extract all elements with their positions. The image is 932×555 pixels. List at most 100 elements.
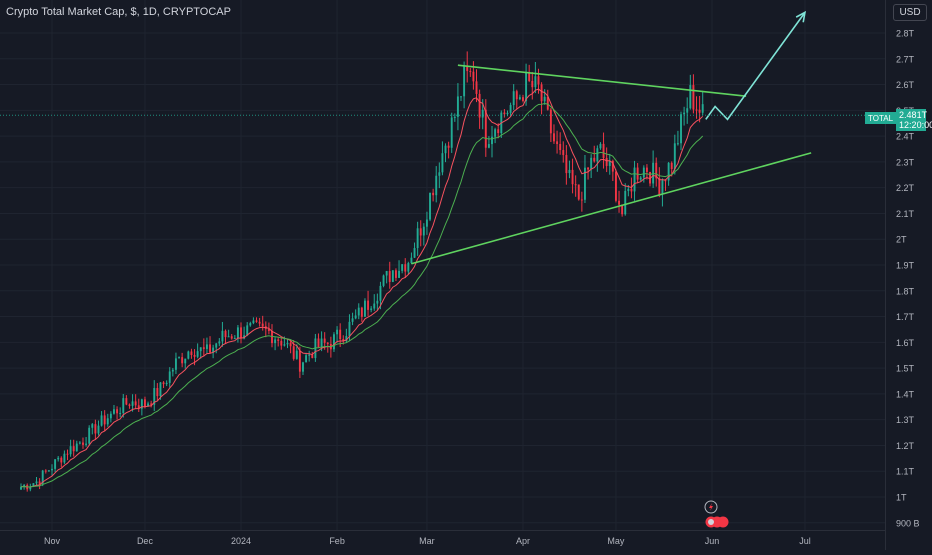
candle-body [109,413,112,419]
candle-body [345,336,348,342]
price-symbol: TOTAL [865,112,897,125]
candle-body [401,264,404,271]
candle-body [119,412,122,414]
y-tick-label: 2.7T [896,54,915,64]
candle-body [435,175,438,196]
candle-body [85,443,88,445]
candle-body [642,167,645,178]
candle-body [280,340,283,346]
candle-body [82,442,84,445]
candle-body [357,307,360,316]
x-tick-label: 2024 [231,536,251,546]
ema-slow-line [20,102,704,488]
candle-body [580,199,583,201]
y-tick-label: 2.6T [896,80,915,90]
candle-body [283,344,286,346]
candle-body [97,425,100,434]
candle-body [286,343,289,345]
candle-body [398,270,401,278]
candle-body [178,357,181,359]
y-tick-label: 1.9T [896,261,915,271]
candle-body [255,320,258,322]
candle-body [354,315,357,319]
candle-body [305,355,308,363]
candle-body [230,336,233,339]
candle-body [162,382,165,385]
candle-body [491,136,493,145]
candle-body [277,339,280,341]
candle-body [608,160,611,166]
candle-body [410,257,413,264]
candle-body [156,388,159,397]
earnings-event-icons[interactable] [703,515,733,529]
candle-body [233,338,236,340]
candle-body [351,318,354,322]
candle-body [32,483,35,487]
candle-body [481,109,484,118]
candle-body [621,204,624,215]
candle-body [106,418,109,425]
candle-body [522,97,524,102]
candle-body [236,327,239,339]
candle-body [466,66,469,72]
axes-layer: 2.8T2.7T2.6T2.5T2.4T2.3T2.2T2.1T2T1.9T1.… [0,0,920,550]
candle-body [153,388,156,405]
candle-body [655,162,658,179]
price-countdown: 12:20:00 [899,120,932,131]
candle-body [91,424,94,428]
candle-body [670,162,673,170]
candle-body [100,415,103,426]
candle-body [503,112,506,115]
candle-body [38,481,41,484]
candle-body [75,443,78,452]
candle-body [394,270,397,278]
candle-body [116,409,119,414]
candle-body [221,330,224,342]
candle-body [472,71,475,82]
grid-layer [0,0,885,530]
candle-body [295,350,298,359]
currency-button[interactable]: USD [893,4,927,21]
candle-body [534,76,537,88]
trendline-layer [0,10,885,265]
x-tick-label: Dec [137,536,154,546]
y-tick-label: 2.2T [896,183,915,193]
candle-body [444,145,447,154]
candle-body [698,109,701,113]
lightning-event-icon[interactable] [704,500,718,514]
candle-body [627,188,630,191]
candle-body [252,320,255,324]
candle-body [72,446,75,452]
candle-body [506,112,509,115]
candle-body [249,323,252,326]
candle-body [215,343,218,348]
candle-body [78,442,81,444]
candle-body [339,329,342,340]
candle-body [562,150,565,156]
candle-body [425,219,428,227]
candle-body [568,169,571,174]
candle-body [689,85,692,109]
candle-body [382,275,385,286]
candle-body [184,358,187,364]
candle-body [373,303,376,309]
candle-body [599,143,602,149]
ema-fast-line [20,88,704,488]
y-tick-label: 1.5T [896,364,915,374]
chart-title: Crypto Total Market Cap, $, 1D, CRYPTOCA… [6,6,231,18]
candle-body [333,334,335,350]
candle-body [147,403,150,407]
candle-body [196,351,199,357]
candle-body [680,114,682,144]
candle-body [487,144,490,148]
y-tick-label: 1.1T [896,467,915,477]
candle-body [199,347,202,352]
candle-body [475,81,478,94]
projection-path [705,11,806,121]
candle-body [385,271,388,276]
candle-body [531,80,534,88]
candle-body [193,354,196,357]
y-tick-label: 1.2T [896,441,915,451]
